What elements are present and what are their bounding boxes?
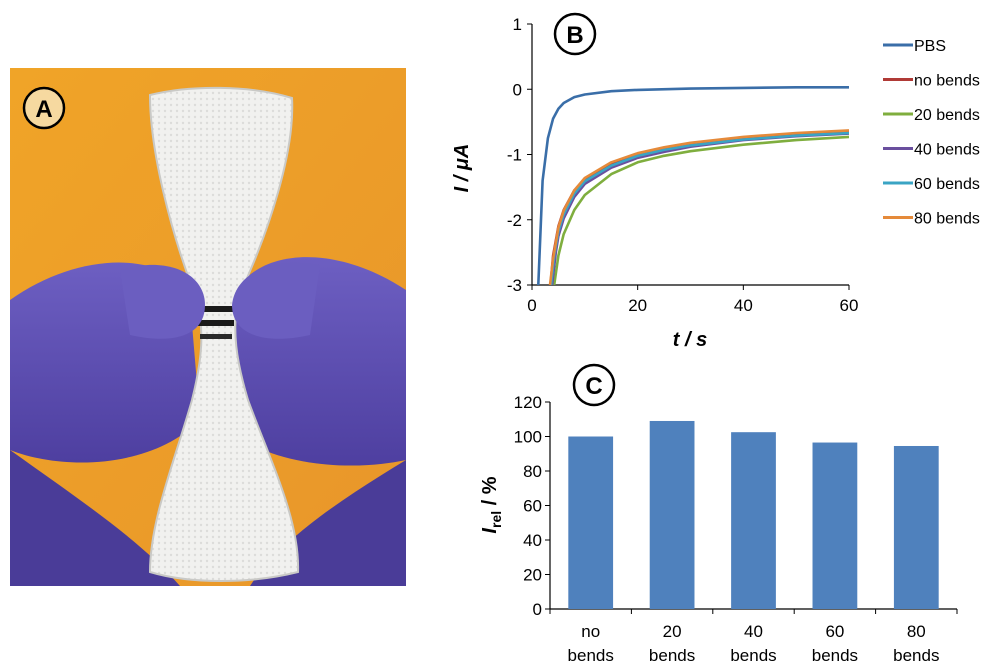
panel-label-b: B (553, 12, 597, 56)
legend-label-5: 80 bends (914, 211, 980, 228)
legend-label-0: PBS (914, 38, 946, 55)
x-tick-label: 20 (628, 296, 647, 315)
y-tick-label: 40 (523, 531, 542, 550)
series-line-4 (549, 131, 849, 285)
x-tick-label: bends (568, 646, 614, 665)
series-line-1 (549, 131, 849, 285)
y-label-sub: rel (488, 511, 504, 528)
bar (731, 432, 776, 609)
x-tick-label: bends (812, 646, 858, 665)
y-tick-label: 0 (533, 600, 542, 619)
panel-label-a-text: A (35, 96, 52, 123)
legend-label-3: 40 bends (914, 142, 980, 159)
x-tick-label: 20 (663, 622, 682, 641)
y-tick-label: 1 (513, 15, 522, 34)
panel-label-b-text: B (566, 22, 583, 49)
panel-a-photo (10, 68, 406, 586)
legend-label-4: 60 bends (914, 176, 980, 193)
y-label-rest: / % (479, 476, 501, 511)
y-tick-label: 20 (523, 566, 542, 585)
panel-label-c-text: C (585, 373, 602, 400)
series-line-2 (552, 135, 849, 285)
y-tick-label: 100 (514, 428, 542, 447)
bar-chart-y-axis-label: Irel / % (479, 476, 504, 533)
y-tick-label: 120 (514, 393, 542, 412)
y-tick-label: 80 (523, 462, 542, 481)
series-line-3 (550, 132, 849, 285)
y-tick-label: -2 (507, 211, 522, 230)
x-tick-label: 80 (907, 622, 926, 641)
bar (893, 445, 939, 609)
y-tick-label: 0 (513, 80, 522, 99)
bar (812, 442, 858, 609)
x-tick-label: bends (649, 646, 695, 665)
series-line-5 (548, 129, 849, 285)
y-tick-label: -3 (507, 276, 522, 295)
x-tick-label: 0 (527, 296, 536, 315)
bar-chart-axes: 0 20 40 60 80 100 120 no bends 20 bends 40 bends 60 be… (514, 393, 958, 665)
y-tick-label: -1 (507, 146, 522, 165)
bar (568, 436, 614, 609)
x-tick-label: bends (730, 646, 776, 665)
legend-label-1: no bends (914, 73, 980, 90)
x-tick-label: 60 (825, 622, 844, 641)
bar-chart: 0 20 40 60 80 100 120 no bends 20 bends 40 bends 60 be… (479, 393, 958, 665)
x-tick-label: 40 (744, 622, 763, 641)
line-chart-legend: PBS no bends 20 bends 40 bends 60 bends 80 be… (883, 38, 980, 228)
y-tick-label: 60 (523, 497, 542, 516)
x-tick-label: no (581, 622, 600, 641)
line-chart-y-axis-label: I / μA (451, 144, 473, 193)
panel-label-c: C (572, 363, 616, 407)
bar (649, 420, 695, 609)
legend-label-2: 20 bends (914, 107, 980, 124)
x-tick-label: 40 (734, 296, 753, 315)
x-tick-label: 60 (840, 296, 859, 315)
x-tick-label: bends (893, 646, 939, 665)
line-chart-x-axis-label: t / s (673, 329, 707, 351)
bar-chart-bars (568, 420, 939, 609)
y-label-main: I (479, 528, 501, 534)
series-line-0 (537, 86, 849, 285)
line-chart-series (537, 86, 849, 285)
panel-label-a: A (22, 86, 66, 130)
